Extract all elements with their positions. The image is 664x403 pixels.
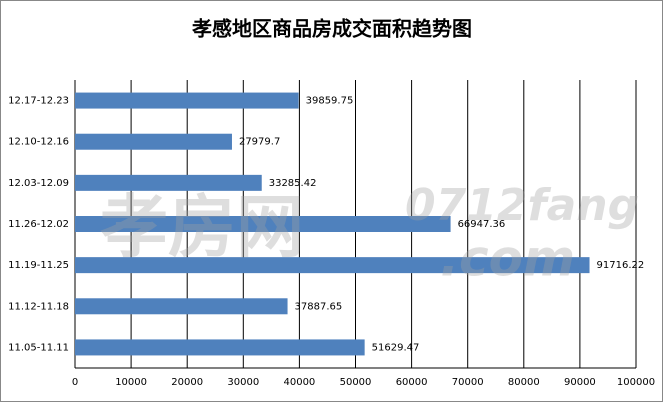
watermark: 0712fang	[405, 180, 639, 231]
watermark: 孝房网	[100, 189, 304, 268]
watermark: .com	[440, 230, 575, 288]
bar	[75, 257, 590, 274]
x-tick-label: 70000	[452, 377, 484, 388]
x-tick-label: 0	[72, 377, 78, 388]
x-tick-label: 60000	[396, 377, 428, 388]
x-tick-label: 40000	[283, 377, 315, 388]
data-label: 51629.47	[372, 342, 420, 353]
bar	[75, 298, 288, 315]
y-tick-label: 11.12-11.18	[8, 301, 69, 312]
x-tick-label: 90000	[564, 377, 596, 388]
y-tick-label: 12.10-12.16	[8, 137, 69, 148]
bar	[75, 339, 365, 356]
bar	[75, 216, 451, 232]
data-label: 37887.65	[295, 301, 343, 312]
y-tick-label: 12.03-12.09	[8, 178, 69, 189]
y-tick-label: 11.05-11.11	[8, 342, 69, 353]
y-tick-label: 11.19-11.25	[8, 260, 69, 271]
data-label: 91716.22	[597, 260, 645, 271]
bar	[75, 92, 299, 109]
data-label: 39859.75	[306, 96, 354, 107]
x-tick-label: 10000	[115, 377, 147, 388]
x-tick-label: 50000	[340, 377, 372, 388]
x-tick-label: 30000	[227, 377, 259, 388]
x-tick-label: 20000	[171, 377, 203, 388]
chart-title: 孝感地区商品房成交面积趋势图	[191, 17, 472, 41]
bar	[75, 174, 262, 191]
x-tick-label: 80000	[508, 377, 540, 388]
y-tick-label: 12.17-12.23	[8, 96, 69, 107]
data-label: 66947.36	[458, 219, 506, 230]
data-label: 33285.42	[269, 178, 317, 189]
bar	[75, 133, 232, 150]
y-tick-label: 11.26-12.02	[8, 219, 69, 230]
data-label: 27979.7	[239, 137, 280, 148]
x-tick-label: 100000	[617, 377, 655, 388]
